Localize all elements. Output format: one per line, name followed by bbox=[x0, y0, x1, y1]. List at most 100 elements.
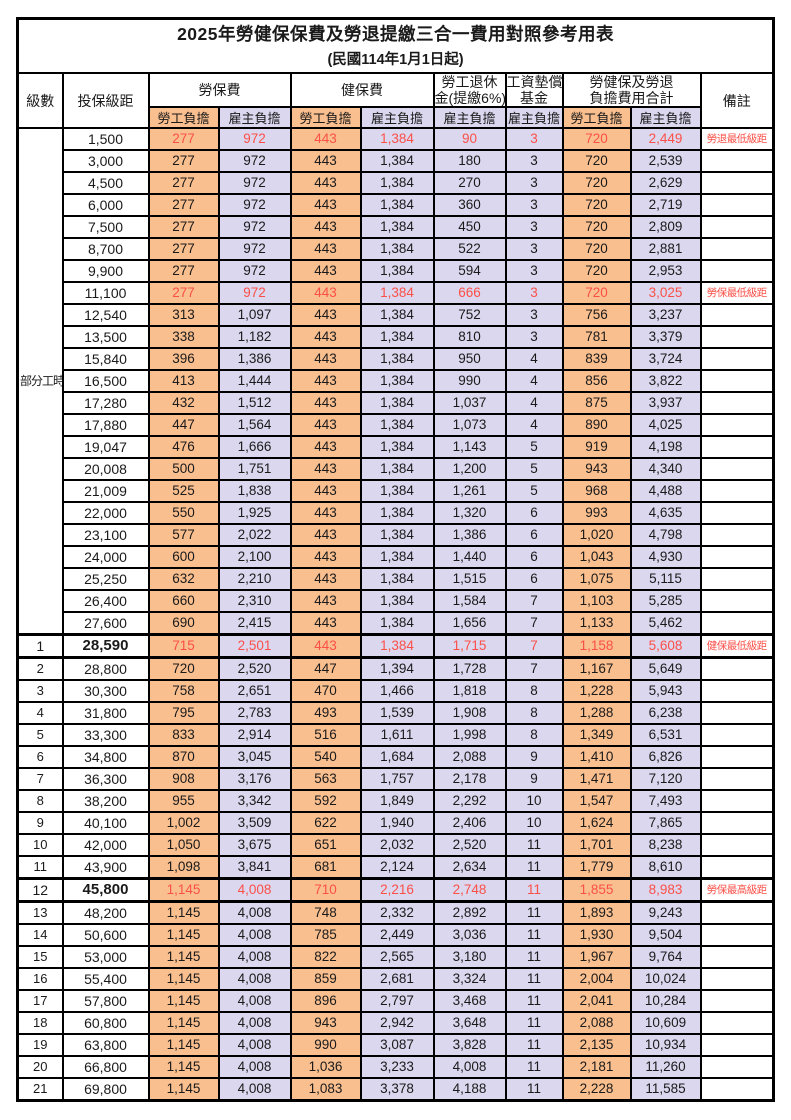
labor-employee-cell: 1,098 bbox=[147, 855, 220, 880]
health-employer-cell: 2,942 bbox=[359, 1011, 435, 1035]
total-employee-cell: 2,135 bbox=[561, 1033, 632, 1057]
labor-employee-cell: 600 bbox=[147, 545, 220, 569]
pension-employer-cell: 360 bbox=[432, 193, 507, 217]
pension-employer-cell: 3,324 bbox=[432, 967, 507, 991]
health-employee-cell: 651 bbox=[289, 833, 362, 857]
total-employer-cell: 11,260 bbox=[629, 1055, 702, 1079]
health-employer-cell: 1,384 bbox=[359, 501, 435, 525]
labor-employee-cell: 720 bbox=[147, 656, 220, 681]
health-employer-cell: 2,332 bbox=[359, 900, 435, 925]
subheader-total-employer: 雇主負擔 bbox=[629, 106, 702, 129]
pension-employer-cell: 4,188 bbox=[432, 1077, 507, 1102]
labor-employee-cell: 1,145 bbox=[147, 1055, 220, 1079]
table-row: 14 50,600 1,145 4,008 785 2,449 3,036 11… bbox=[16, 923, 775, 947]
labor-employer-cell: 4,008 bbox=[217, 923, 292, 947]
labor-employee-cell: 476 bbox=[147, 435, 220, 459]
fund-employer-cell: 3 bbox=[504, 237, 564, 261]
table-row: 24,000 600 2,100 443 1,384 1,440 6 1,043… bbox=[18, 545, 775, 569]
health-employee-cell: 443 bbox=[289, 193, 362, 217]
labor-employer-cell: 4,008 bbox=[217, 1033, 292, 1057]
table-row: 25,250 632 2,210 443 1,384 1,515 6 1,075… bbox=[18, 567, 775, 591]
health-employer-cell: 1,539 bbox=[359, 701, 435, 725]
bracket-cell: 16,500 bbox=[61, 369, 150, 393]
labor-employee-cell: 550 bbox=[147, 501, 220, 525]
pension-employer-cell: 990 bbox=[432, 369, 507, 393]
total-employer-cell: 4,198 bbox=[629, 435, 702, 459]
pension-employer-cell: 4,008 bbox=[432, 1055, 507, 1079]
health-employer-cell: 2,449 bbox=[359, 923, 435, 947]
fund-employer-cell: 6 bbox=[504, 523, 564, 547]
health-employer-cell: 1,384 bbox=[359, 149, 435, 173]
labor-employer-cell: 972 bbox=[217, 237, 292, 261]
total-employer-cell: 2,629 bbox=[629, 171, 702, 195]
total-employer-cell: 10,284 bbox=[629, 989, 702, 1013]
total-label-line1: 勞健保及勞退 bbox=[589, 74, 674, 90]
note-cell bbox=[699, 523, 775, 547]
total-label-line2: 負擔費用合計 bbox=[589, 90, 674, 106]
total-employee-cell: 720 bbox=[561, 281, 632, 305]
labor-employee-cell: 1,145 bbox=[147, 923, 220, 947]
total-employee-cell: 720 bbox=[561, 259, 632, 283]
note-cell: 勞保最高級距 bbox=[699, 877, 775, 903]
total-employee-cell: 993 bbox=[561, 501, 632, 525]
total-employer-cell: 8,983 bbox=[629, 877, 702, 903]
total-employee-cell: 1,133 bbox=[561, 611, 632, 636]
col-header-level: 級數 bbox=[16, 72, 64, 129]
health-employee-cell: 563 bbox=[289, 767, 362, 791]
health-employee-cell: 748 bbox=[289, 900, 362, 925]
bracket-cell: 27,600 bbox=[61, 611, 150, 636]
level-cell: 4 bbox=[16, 701, 64, 725]
note-cell bbox=[699, 171, 775, 195]
table-row: 5 33,300 833 2,914 516 1,611 1,998 8 1,3… bbox=[16, 723, 775, 747]
labor-employee-cell: 277 bbox=[147, 281, 220, 305]
bracket-cell: 45,800 bbox=[61, 877, 150, 903]
health-employee-cell: 443 bbox=[289, 435, 362, 459]
health-employee-cell: 443 bbox=[289, 259, 362, 283]
fund-employer-cell: 3 bbox=[504, 171, 564, 195]
pension-employer-cell: 1,073 bbox=[432, 413, 507, 437]
total-employee-cell: 890 bbox=[561, 413, 632, 437]
health-employee-cell: 443 bbox=[289, 303, 362, 327]
labor-employee-cell: 277 bbox=[147, 215, 220, 239]
health-employer-cell: 2,216 bbox=[359, 877, 435, 903]
total-employee-cell: 720 bbox=[561, 237, 632, 261]
pension-employer-cell: 3,180 bbox=[432, 945, 507, 969]
fund-employer-cell: 6 bbox=[504, 567, 564, 591]
total-employer-cell: 11,585 bbox=[629, 1077, 702, 1102]
note-cell bbox=[699, 149, 775, 173]
note-cell bbox=[699, 923, 775, 947]
level-cell: 9 bbox=[16, 811, 64, 835]
level-cell: 21 bbox=[16, 1077, 64, 1102]
table-row: 27,600 690 2,415 443 1,384 1,656 7 1,133… bbox=[18, 611, 775, 636]
table-row: 7 36,300 908 3,176 563 1,757 2,178 9 1,4… bbox=[16, 767, 775, 791]
total-employee-cell: 1,930 bbox=[561, 923, 632, 947]
health-employer-cell: 1,384 bbox=[359, 237, 435, 261]
labor-employee-cell: 277 bbox=[147, 259, 220, 283]
level-cell: 7 bbox=[16, 767, 64, 791]
labor-employee-cell: 500 bbox=[147, 457, 220, 481]
total-employer-cell: 8,610 bbox=[629, 855, 702, 880]
labor-employer-cell: 972 bbox=[217, 171, 292, 195]
fund-employer-cell: 3 bbox=[504, 127, 564, 151]
health-employee-cell: 785 bbox=[289, 923, 362, 947]
labor-employee-cell: 277 bbox=[147, 171, 220, 195]
labor-employer-cell: 1,444 bbox=[217, 369, 292, 393]
health-employee-cell: 710 bbox=[289, 877, 362, 903]
note-cell bbox=[699, 1055, 775, 1079]
note-cell bbox=[699, 767, 775, 791]
bracket-cell: 57,800 bbox=[61, 989, 150, 1013]
bracket-cell: 21,009 bbox=[61, 479, 150, 503]
labor-employer-cell: 972 bbox=[217, 193, 292, 217]
health-employer-cell: 1,384 bbox=[359, 457, 435, 481]
total-employer-cell: 5,608 bbox=[629, 633, 702, 659]
total-employee-cell: 1,779 bbox=[561, 855, 632, 880]
table-row: 18 60,800 1,145 4,008 943 2,942 3,648 11… bbox=[16, 1011, 775, 1035]
total-employee-cell: 919 bbox=[561, 435, 632, 459]
title-cell: 2025年勞健保保費及勞退提繳三合一費用對照參考用表 (民國114年1月1日起) bbox=[16, 17, 775, 74]
table-row: 19,047 476 1,666 443 1,384 1,143 5 919 4… bbox=[18, 435, 775, 459]
health-employee-cell: 443 bbox=[289, 589, 362, 613]
title-row: 2025年勞健保保費及勞退提繳三合一費用對照參考用表 (民國114年1月1日起) bbox=[16, 17, 775, 74]
total-employer-cell: 7,120 bbox=[629, 767, 702, 791]
health-employer-cell: 1,384 bbox=[359, 303, 435, 327]
table-row: 22,000 550 1,925 443 1,384 1,320 6 993 4… bbox=[18, 501, 775, 525]
